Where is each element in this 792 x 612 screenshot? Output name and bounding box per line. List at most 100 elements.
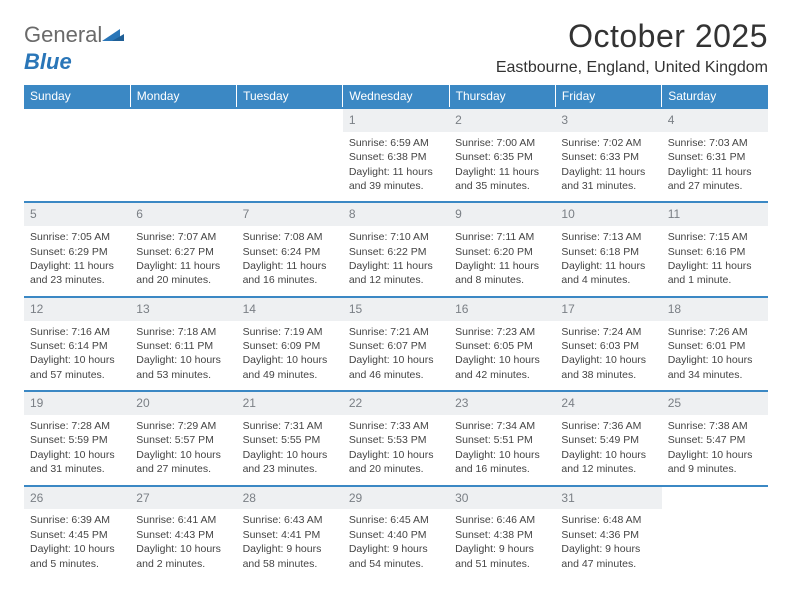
daylight-text: and 12 minutes. [349,273,443,287]
sunset-text: Sunset: 6:09 PM [243,339,337,353]
daylight-text: and 31 minutes. [561,179,655,193]
day-number: 2 [449,109,555,132]
sunset-text: Sunset: 6:01 PM [668,339,762,353]
daylight-text: Daylight: 10 hours [30,448,124,462]
calendar-cell: 25Sunrise: 7:38 AMSunset: 5:47 PMDayligh… [662,391,768,485]
daylight-text: and 9 minutes. [668,462,762,476]
daylight-text: and 16 minutes. [243,273,337,287]
sunrise-text: Sunrise: 7:26 AM [668,325,762,339]
daylight-text: Daylight: 10 hours [136,353,230,367]
sunrise-text: Sunrise: 6:45 AM [349,513,443,527]
calendar-cell: 22Sunrise: 7:33 AMSunset: 5:53 PMDayligh… [343,391,449,485]
calendar-cell: 11Sunrise: 7:15 AMSunset: 6:16 PMDayligh… [662,202,768,296]
daylight-text: and 47 minutes. [561,557,655,571]
sunrise-text: Sunrise: 7:38 AM [668,419,762,433]
daylight-text: and 42 minutes. [455,368,549,382]
calendar-cell: 9Sunrise: 7:11 AMSunset: 6:20 PMDaylight… [449,202,555,296]
day-number: 18 [662,298,768,321]
sunset-text: Sunset: 5:49 PM [561,433,655,447]
calendar-cell: 24Sunrise: 7:36 AMSunset: 5:49 PMDayligh… [555,391,661,485]
sunrise-text: Sunrise: 6:59 AM [349,136,443,150]
daylight-text: and 27 minutes. [668,179,762,193]
day-number: 10 [555,203,661,226]
calendar-body: 1Sunrise: 6:59 AMSunset: 6:38 PMDaylight… [24,108,768,579]
daylight-text: Daylight: 10 hours [349,353,443,367]
sunrise-text: Sunrise: 7:08 AM [243,230,337,244]
sunrise-text: Sunrise: 6:41 AM [136,513,230,527]
daylight-text: Daylight: 10 hours [30,353,124,367]
calendar-cell: 23Sunrise: 7:34 AMSunset: 5:51 PMDayligh… [449,391,555,485]
daylight-text: and 16 minutes. [455,462,549,476]
daylight-text: Daylight: 10 hours [668,448,762,462]
sunrise-text: Sunrise: 7:21 AM [349,325,443,339]
day-number: 31 [555,487,661,510]
calendar-cell: 1Sunrise: 6:59 AMSunset: 6:38 PMDaylight… [343,108,449,202]
daylight-text: Daylight: 10 hours [455,353,549,367]
calendar-cell: 29Sunrise: 6:45 AMSunset: 4:40 PMDayligh… [343,486,449,579]
daylight-text: Daylight: 9 hours [455,542,549,556]
daylight-text: and 27 minutes. [136,462,230,476]
sunrise-text: Sunrise: 6:48 AM [561,513,655,527]
day-number: 29 [343,487,449,510]
daylight-text: and 2 minutes. [136,557,230,571]
day-number: 19 [24,392,130,415]
daylight-text: and 8 minutes. [455,273,549,287]
calendar-cell: 3Sunrise: 7:02 AMSunset: 6:33 PMDaylight… [555,108,661,202]
calendar-cell: 27Sunrise: 6:41 AMSunset: 4:43 PMDayligh… [130,486,236,579]
daylight-text: Daylight: 11 hours [668,165,762,179]
daylight-text: Daylight: 10 hours [243,353,337,367]
calendar-cell: 12Sunrise: 7:16 AMSunset: 6:14 PMDayligh… [24,297,130,391]
calendar-cell: 18Sunrise: 7:26 AMSunset: 6:01 PMDayligh… [662,297,768,391]
day-header: Sunday [24,85,130,108]
sunset-text: Sunset: 6:16 PM [668,245,762,259]
sunset-text: Sunset: 4:38 PM [455,528,549,542]
daylight-text: Daylight: 10 hours [30,542,124,556]
day-header: Saturday [662,85,768,108]
sunset-text: Sunset: 4:36 PM [561,528,655,542]
daylight-text: Daylight: 11 hours [30,259,124,273]
day-number: 7 [237,203,343,226]
daylight-text: and 35 minutes. [455,179,549,193]
daylight-text: and 4 minutes. [561,273,655,287]
day-number: 14 [237,298,343,321]
daylight-text: and 38 minutes. [561,368,655,382]
sunrise-text: Sunrise: 7:34 AM [455,419,549,433]
sunrise-text: Sunrise: 7:29 AM [136,419,230,433]
calendar-week: 5Sunrise: 7:05 AMSunset: 6:29 PMDaylight… [24,202,768,296]
month-title: October 2025 [496,18,768,55]
daylight-text: Daylight: 9 hours [349,542,443,556]
calendar-cell: 16Sunrise: 7:23 AMSunset: 6:05 PMDayligh… [449,297,555,391]
calendar-week: 12Sunrise: 7:16 AMSunset: 6:14 PMDayligh… [24,297,768,391]
calendar-cell: 14Sunrise: 7:19 AMSunset: 6:09 PMDayligh… [237,297,343,391]
sunrise-text: Sunrise: 7:23 AM [455,325,549,339]
sunset-text: Sunset: 6:11 PM [136,339,230,353]
daylight-text: Daylight: 11 hours [561,165,655,179]
calendar-cell: 4Sunrise: 7:03 AMSunset: 6:31 PMDaylight… [662,108,768,202]
sunset-text: Sunset: 4:41 PM [243,528,337,542]
sunset-text: Sunset: 5:55 PM [243,433,337,447]
day-headers-row: SundayMondayTuesdayWednesdayThursdayFrid… [24,85,768,108]
sunrise-text: Sunrise: 7:36 AM [561,419,655,433]
sunset-text: Sunset: 6:31 PM [668,150,762,164]
day-number: 4 [662,109,768,132]
day-number: 26 [24,487,130,510]
day-number: 1 [343,109,449,132]
calendar-cell: 13Sunrise: 7:18 AMSunset: 6:11 PMDayligh… [130,297,236,391]
daylight-text: Daylight: 9 hours [561,542,655,556]
logo-text: General Blue [24,22,124,75]
sunrise-text: Sunrise: 6:46 AM [455,513,549,527]
day-number: 13 [130,298,236,321]
calendar-week: 26Sunrise: 6:39 AMSunset: 4:45 PMDayligh… [24,486,768,579]
day-number: 11 [662,203,768,226]
day-number: 3 [555,109,661,132]
sunset-text: Sunset: 4:43 PM [136,528,230,542]
day-header: Friday [555,85,661,108]
day-number: 15 [343,298,449,321]
sunset-text: Sunset: 6:22 PM [349,245,443,259]
day-header: Wednesday [343,85,449,108]
calendar-week: 1Sunrise: 6:59 AMSunset: 6:38 PMDaylight… [24,108,768,202]
day-number: 23 [449,392,555,415]
day-header: Thursday [449,85,555,108]
sunset-text: Sunset: 6:14 PM [30,339,124,353]
sunrise-text: Sunrise: 7:00 AM [455,136,549,150]
